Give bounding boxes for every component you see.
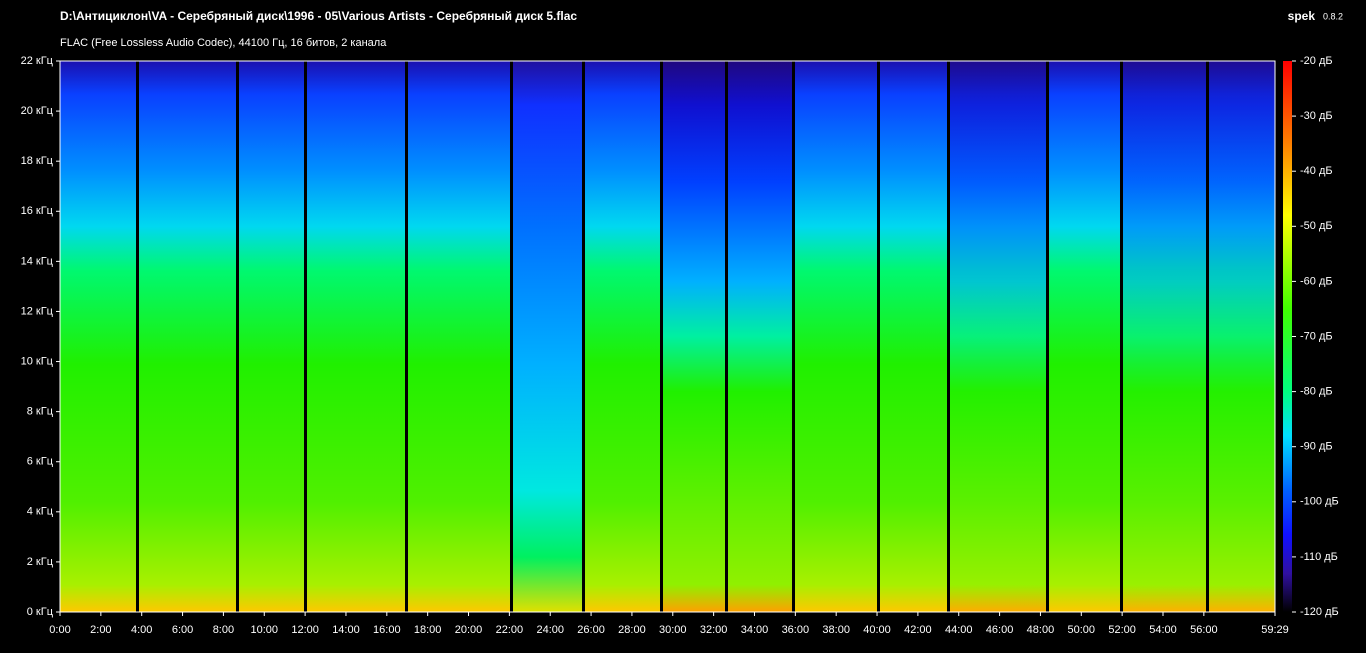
x-tick-label: 22:00 [496,624,524,636]
y-tick-label: 20 кГц [21,105,54,117]
y-tick-label: 12 кГц [21,305,54,317]
x-tick-label: 42:00 [904,624,932,636]
x-tick-label: 36:00 [782,624,810,636]
x-tick-label: 0:00 [49,624,70,636]
colorbar [1283,61,1292,612]
track-gaps [136,61,1209,612]
x-tick-label: 12:00 [291,624,319,636]
x-tick-label: 40:00 [863,624,891,636]
y-tick-label: 16 кГц [21,205,54,217]
x-tick-label: 32:00 [700,624,728,636]
x-tick-label: 34:00 [741,624,769,636]
x-tick-label: 54:00 [1149,624,1177,636]
app-version: 0.8.2 [1323,11,1343,21]
y-tick-label: 6 кГц [27,456,54,468]
colorbar-tick-label: -30 дБ [1300,110,1333,122]
x-tick-label: 44:00 [945,624,973,636]
file-info: FLAC (Free Lossless Audio Codec), 44100 … [60,37,387,49]
y-tick-label: 2 кГц [27,556,54,568]
colorbar-tick-label: -40 дБ [1300,165,1333,177]
x-tick-label: 4:00 [131,624,152,636]
colorbar-tick-label: -110 дБ [1300,551,1338,563]
colorbar-tick-label: -100 дБ [1300,496,1339,508]
colorbar-tick-label: -20 дБ [1300,55,1333,67]
x-tick-label: 2:00 [90,624,111,636]
x-tick-label: 46:00 [986,624,1014,636]
y-tick-label: 8 кГц [27,406,54,418]
spectrogram-area [511,61,583,612]
x-tick-label: 14:00 [332,624,360,636]
x-tick-label: 6:00 [172,624,193,636]
x-tick-label: 16:00 [373,624,401,636]
x-tick-label: 38:00 [822,624,850,636]
app-name: spek [1288,9,1316,23]
colorbar-tick-label: -50 дБ [1300,220,1333,232]
x-tick-label: 56:00 [1190,624,1218,636]
colorbar-tick-label: -80 дБ [1300,386,1333,398]
y-tick-label: 22 кГц [21,55,54,67]
x-tick-label: 26:00 [577,624,605,636]
x-tick-label: 50:00 [1068,624,1096,636]
y-tick-label: 0 кГц [27,606,54,618]
y-tick-label: 18 кГц [21,155,54,167]
spectrogram-area [1121,61,1275,612]
colorbar-tick-label: -120 дБ [1300,606,1339,618]
x-tick-label: 30:00 [659,624,687,636]
plot-frame [59,60,1276,613]
y-tick-label: 10 кГц [21,355,54,367]
spectrogram [60,61,1275,612]
x-tick-label: 52:00 [1108,624,1136,636]
x-tick-label: 20:00 [455,624,483,636]
x-tick-label: 48:00 [1027,624,1055,636]
spectrogram-area [948,61,1047,612]
x-tick-label: 10:00 [250,624,278,636]
x-tick-label: 59:29 [1261,624,1289,636]
y-tick-label: 4 кГц [27,506,54,518]
x-tick-label: 24:00 [536,624,564,636]
x-tick-label: 18:00 [414,624,442,636]
colorbar-tick-label: -60 дБ [1300,275,1333,287]
x-tick-label: 8:00 [213,624,234,636]
colorbar-tick-label: -90 дБ [1300,441,1333,453]
file-title: D:\Антициклон\VA - Серебряный диск\1996 … [60,9,577,23]
colorbar-tick-label: -70 дБ [1300,330,1333,342]
y-tick-label: 14 кГц [21,255,54,267]
x-tick-label: 28:00 [618,624,646,636]
